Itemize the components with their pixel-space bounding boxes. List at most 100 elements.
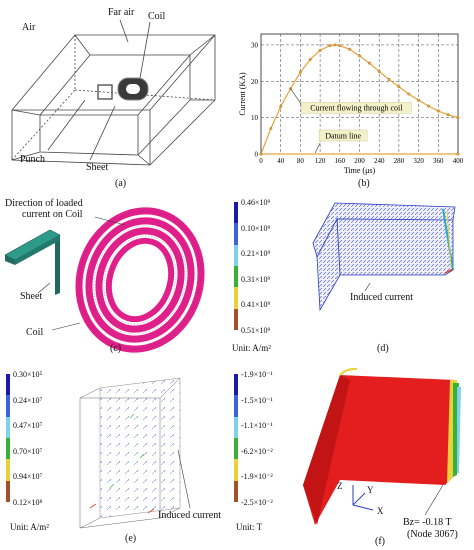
- x-axis-label: Time (μs): [344, 166, 376, 175]
- legend-value: 0.10×10⁹: [241, 223, 271, 233]
- legend-color-segment: [234, 308, 238, 330]
- coil-sheet-diagram: [4, 207, 205, 353]
- panel-d: Induced current (d): [295, 195, 474, 365]
- data-point: [308, 58, 312, 61]
- legend-value: -2.5×10⁻²: [241, 498, 273, 507]
- legend-color-segment: [6, 438, 10, 460]
- legend-e: 0.30×10⁵ 0.24×10⁷ 0.47×10⁷ 0.70×10⁷ 0.94×10⁷…: [6, 370, 76, 532]
- data-point: [456, 116, 460, 120]
- induced-current-air: [79, 377, 191, 529]
- annotation-datum-text: Datum line: [325, 131, 361, 140]
- legend-color-segment: [234, 202, 238, 224]
- axis-triad: [352, 485, 374, 511]
- legend-value: -1.9×10⁻²: [241, 472, 273, 482]
- data-point: [446, 113, 450, 117]
- legend-value: 0.21×10⁹: [241, 249, 271, 259]
- caption-f: (f): [375, 536, 385, 547]
- legend-color-segment: [6, 374, 10, 396]
- induced-current-sheet: [312, 202, 456, 312]
- legend-c: 0.46×10⁹ 0.10×10⁹ 0.21×10⁹ 0.31×10⁹ 0.41×10⁹…: [232, 198, 299, 360]
- current-chart: 0 40 80 120 160 200 240 280 320 360 400 0 10 20 30 Time…: [238, 33, 464, 175]
- legend-color-segment: [234, 459, 238, 481]
- data-point: [348, 47, 352, 51]
- panel-c: Direction of loaded current on Coil Shee…: [0, 195, 237, 360]
- data-point: [333, 43, 337, 47]
- data-point: [436, 109, 440, 113]
- data-point: [407, 92, 411, 96]
- x-tick-label: 400: [453, 157, 464, 165]
- legend-color-segment: [234, 438, 238, 460]
- legend-color-segment: [234, 395, 238, 417]
- axis-y-label: Y: [367, 485, 374, 495]
- data-point: [259, 152, 263, 156]
- legend-f: -1.9×10⁻¹ -1.5×10⁻¹ -1.1×10⁻¹ -6.2×10⁻² -1.9…: [234, 370, 304, 532]
- far-air-label: Far air: [108, 7, 135, 18]
- coil-shape: [97, 77, 149, 101]
- legend-color-segment: [234, 223, 238, 245]
- x-tick-label: 120: [315, 157, 326, 165]
- legend-value: 0.94×10⁷: [13, 472, 43, 482]
- direction-label-1: Direction of loaded: [5, 198, 83, 209]
- caption-c: (c): [110, 343, 122, 354]
- x-tick-label: 80: [297, 157, 305, 165]
- x-tick-label: 160: [335, 157, 346, 165]
- x-tick-label: 240: [374, 157, 385, 165]
- data-point: [318, 48, 322, 52]
- caption-e: (e): [125, 533, 137, 544]
- annotation-current-box: [301, 102, 412, 114]
- mesh-domain-diagram: [11, 19, 216, 166]
- legend-e-colorbar: [6, 374, 10, 502]
- legend-value: 0.46×10⁹: [241, 198, 271, 207]
- y-tick-label: 20: [251, 78, 259, 86]
- x-tick-label: 200: [354, 157, 365, 165]
- legend-c-colorbar: [234, 202, 238, 330]
- legend-value: 0.31×10⁹: [241, 274, 271, 284]
- data-point: [269, 127, 273, 130]
- node-label: (Node 3067): [407, 529, 458, 540]
- legend-value: 0.70×10⁷: [13, 446, 43, 456]
- legend-value: 0.41×10⁹: [241, 300, 271, 310]
- sheet-shape: [4, 229, 61, 295]
- air-label: Air: [22, 22, 36, 33]
- coil-label-c: Coil: [26, 327, 44, 338]
- axis-x-label: X: [377, 506, 384, 516]
- data-point: [367, 61, 371, 65]
- data-point: [426, 104, 430, 108]
- data-point: [338, 44, 342, 48]
- legend-value: -1.5×10⁻¹: [241, 395, 273, 405]
- punch-label: Punch: [20, 154, 45, 165]
- legend-color-segment: [234, 416, 238, 438]
- legend-value: 0.47×10⁷: [13, 421, 43, 431]
- data-point: [377, 70, 381, 73]
- x-tick-label: 280: [394, 157, 405, 165]
- coil-label: Coil: [148, 11, 166, 22]
- legend-e-unit: Unit: A/m²: [10, 522, 49, 532]
- legend-color-segment: [6, 416, 10, 438]
- data-point: [417, 98, 421, 102]
- induced-current-label-d: Induced current: [350, 292, 414, 303]
- annotation-leader-datum: [314, 142, 321, 154]
- legend-color-segment: [6, 480, 10, 502]
- direction-label-2: current on Coil: [22, 209, 83, 220]
- data-point: [328, 44, 332, 48]
- legend-color-segment: [6, 395, 10, 417]
- y-tick-label: 0: [255, 151, 259, 159]
- y-tick-label: 30: [251, 41, 259, 49]
- annotation-datum-box: [318, 129, 368, 142]
- legend-value: 0.30×10⁵: [13, 370, 43, 379]
- panel-b: 0 40 80 120 160 200 240 280 320 360 400 0 10 20 30 Time…: [237, 0, 474, 195]
- x-tick-label: 320: [413, 157, 424, 165]
- legend-color-segment: [234, 287, 238, 309]
- caption-a: (a): [115, 178, 127, 189]
- legend-value: 0.12×10⁸: [13, 498, 43, 507]
- caption-d: (d): [377, 343, 389, 354]
- legend-color-segment: [234, 374, 238, 396]
- legend-f-colorbar: [234, 374, 238, 502]
- magnetic-field-sheet: [303, 367, 461, 525]
- legend-color-segment: [234, 266, 238, 288]
- data-point: [387, 78, 391, 81]
- data-point: [298, 70, 302, 74]
- legend-value: 0.51×10⁹: [241, 326, 271, 335]
- legend-value: -1.9×10⁻¹: [241, 370, 273, 379]
- legend-c-unit: Unit: A/m²: [232, 343, 271, 353]
